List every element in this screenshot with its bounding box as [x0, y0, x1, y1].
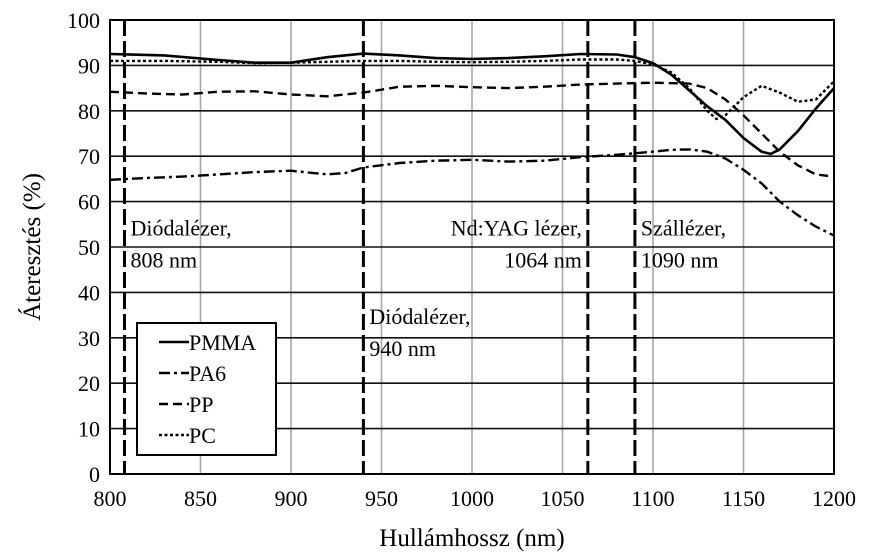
- annotation-label: 940 nm: [369, 336, 436, 361]
- annotation-label: Diódalézer,: [369, 304, 470, 329]
- y-axis-title: Áteresztés (%): [18, 173, 46, 321]
- legend-label-pp: PP: [189, 392, 213, 417]
- annotation-label: 1064 nm: [504, 247, 582, 272]
- x-tick-label: 900: [275, 486, 308, 511]
- x-tick-label: 1200: [812, 486, 856, 511]
- series-line-pp: [109, 81, 835, 178]
- annotation-label: Diódalézer,: [130, 216, 231, 241]
- y-tick-label: 20: [78, 371, 100, 396]
- x-tick-label: 1000: [450, 486, 494, 511]
- series-lines: [109, 52, 835, 237]
- laser-wavelength-lines: [122, 20, 637, 474]
- y-tick-label: 100: [67, 8, 100, 33]
- y-tick-label: 30: [78, 326, 100, 351]
- legend: PMMA PA6 PP PC: [136, 322, 277, 456]
- annotation-label: Nd:YAG lézer,: [451, 216, 582, 241]
- legend-label-pa6: PA6: [189, 361, 226, 386]
- y-tick-label: 0: [89, 462, 100, 487]
- legend-label-pmma: PMMA: [189, 330, 256, 355]
- series-line-pmma: [109, 52, 835, 156]
- y-tick-label: 70: [78, 144, 100, 169]
- annotation-label: 1090 nm: [641, 247, 719, 272]
- legend-label-pc: PC: [189, 423, 216, 448]
- y-tick-label: 10: [78, 417, 100, 442]
- y-tick-label: 50: [78, 235, 100, 260]
- y-tick-label: 60: [78, 190, 100, 215]
- x-tick-label: 1050: [541, 486, 585, 511]
- annotations: Diódalézer, 808 nm Diódalézer, 940 nm Nd:YAG…: [130, 216, 726, 361]
- x-tick-label: 850: [184, 486, 217, 511]
- y-tick-label: 40: [78, 280, 100, 305]
- x-tick-label: 1100: [631, 486, 674, 511]
- y-tick-label: 80: [78, 99, 100, 124]
- legend-box: [136, 322, 277, 456]
- series-line-pc: [110, 58, 835, 121]
- y-tick-label: 90: [78, 53, 100, 78]
- x-tick-label: 1150: [722, 486, 765, 511]
- x-tick-label: 950: [365, 486, 398, 511]
- x-axis-title: Hullámhossz (nm): [379, 525, 564, 552]
- plot-frame: [109, 19, 835, 475]
- tick-labels: 800 850 900 950 1000 1050 1100 1150 1200 0 10 20 30 4…: [67, 8, 856, 511]
- annotation-label: 808 nm: [130, 247, 197, 272]
- series-line-pa6: [109, 148, 835, 237]
- annotation-label: Szállézer,: [641, 216, 726, 241]
- x-tick-label: 800: [94, 486, 127, 511]
